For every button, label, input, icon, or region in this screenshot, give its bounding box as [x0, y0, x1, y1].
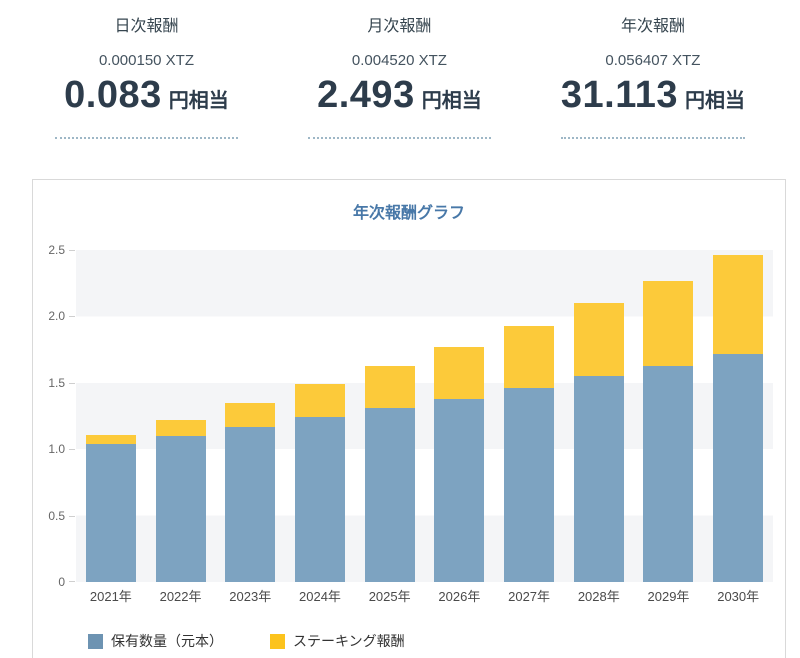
stat-jpy-row: 0.083 円相当: [55, 73, 238, 125]
bar-segment-reward: [643, 280, 694, 366]
bar-segment-principal: [434, 398, 485, 582]
y-axis-tick: [69, 250, 75, 251]
bar-segment-principal: [85, 443, 136, 582]
bar-segment-reward: [434, 346, 485, 399]
stat-jpy-unit: 円相当: [168, 90, 229, 112]
stat-jpy-row: 2.493 円相当: [308, 73, 491, 125]
bar-group-2023年: [225, 402, 276, 582]
stat-jpy-unit: 円相当: [421, 90, 482, 112]
bar-segment-principal: [503, 388, 554, 582]
stat-title: 日次報酬: [114, 18, 179, 35]
y-axis-tick: [69, 382, 75, 384]
stat-jpy-value: 0.083: [64, 74, 162, 116]
x-axis-label: 2021年: [89, 589, 132, 604]
reward-summary-row: 日次報酬 0.000150 XTZ 0.083 円相当 月次報酬 0.004520…: [0, 0, 800, 139]
bar-segment-reward: [713, 255, 764, 354]
chart-plot-wrap: 0 0.5 1.0 1.5 2.0 2.5: [33, 243, 785, 589]
bar-segment-reward: [85, 434, 136, 444]
y-axis-label: 2.0: [48, 309, 65, 324]
x-axis-label: 2024年: [299, 589, 341, 604]
stat-title: 年次報酬: [620, 18, 685, 35]
bar-segment-principal: [713, 353, 764, 582]
stat-card-daily: 日次報酬 0.000150 XTZ 0.083 円相当: [55, 18, 238, 139]
y-axis-label: 2.5: [48, 243, 65, 257]
stat-jpy-row: 31.113 円相当: [561, 73, 745, 125]
x-axis-label: 2022年: [159, 589, 202, 604]
legend-item-principal[interactable]: 保有数量（元本）: [88, 631, 223, 651]
bar-group-2024年: [294, 384, 345, 582]
x-axis-label: 2028年: [577, 589, 620, 604]
stat-xtz-value: 0.056407 XTZ: [605, 52, 701, 69]
bar-segment-reward: [155, 419, 206, 436]
x-axis-label: 2023年: [229, 589, 272, 604]
y-axis-tick: [69, 581, 75, 582]
y-axis-label: 1.5: [48, 375, 65, 390]
bar-group-2021年: [85, 434, 136, 582]
y-axis-label: 0: [58, 575, 65, 589]
bar-segment-reward: [503, 325, 554, 389]
bar-segment-reward: [364, 365, 415, 409]
bar-group-2030年: [713, 255, 764, 582]
bar-segment-reward: [573, 303, 624, 377]
bar-group-2027年: [503, 325, 554, 582]
stat-xtz-value: 0.000150 XTZ: [98, 52, 194, 69]
bar-segment-reward: [225, 402, 276, 427]
y-axis-label: 0.5: [48, 508, 65, 523]
bar-segment-reward: [294, 384, 345, 418]
reward-swatch-icon: [270, 633, 285, 649]
bar-segment-principal: [294, 417, 345, 582]
x-axis-label: 2030年: [717, 589, 760, 604]
x-axis-label: 2026年: [438, 589, 481, 604]
chart-title: 年次報酬グラフ: [352, 205, 465, 222]
x-axis-label: 2029年: [647, 589, 690, 604]
stat-jpy-value: 2.493: [317, 74, 415, 116]
bar-segment-principal: [155, 435, 206, 582]
bar-group-2029年: [643, 280, 694, 582]
legend-item-reward[interactable]: ステーキング報酬: [270, 631, 405, 651]
bar-group-2028年: [573, 303, 624, 582]
chart-plot-area: [76, 250, 773, 582]
y-axis-tick: [69, 515, 75, 517]
legend-label: ステーキング報酬: [293, 633, 405, 649]
stat-title: 月次報酬: [367, 18, 432, 35]
chart-legend: 保有数量（元本） ステーキング報酬: [88, 631, 785, 651]
bar-segment-principal: [573, 376, 624, 582]
bar-group-2022年: [155, 419, 206, 582]
stat-jpy-value: 31.113: [560, 74, 679, 116]
bar-group-2026年: [434, 346, 485, 582]
bar-segment-principal: [225, 426, 276, 582]
principal-swatch-icon: [88, 633, 103, 649]
x-axis-label: 2027年: [508, 589, 551, 604]
stat-card-yearly: 年次報酬 0.056407 XTZ 31.113 円相当: [560, 18, 746, 139]
bar-segment-principal: [643, 365, 694, 582]
y-axis-label: 1.0: [48, 442, 65, 457]
stat-card-monthly: 月次報酬 0.004520 XTZ 2.493 円相当: [307, 18, 491, 139]
y-axis-tick: [69, 316, 75, 318]
legend-label: 保有数量（元本）: [111, 633, 223, 649]
x-axis: 2021年 2022年 2023年 2024年 2025年 2026年 2027年 2028年…: [76, 589, 773, 605]
bar-group-2025年: [364, 365, 415, 582]
y-axis-tick: [69, 449, 75, 451]
stat-jpy-unit: 円相当: [685, 90, 746, 112]
annual-reward-chart-card: 年次報酬グラフ 0 0.5 1.0 1.5 2.0 2.5 2021年 2022年 2023年…: [32, 179, 786, 658]
stat-xtz-value: 0.004520 XTZ: [351, 52, 447, 69]
bar-segment-principal: [364, 408, 415, 582]
x-axis-label: 2025年: [368, 589, 411, 604]
